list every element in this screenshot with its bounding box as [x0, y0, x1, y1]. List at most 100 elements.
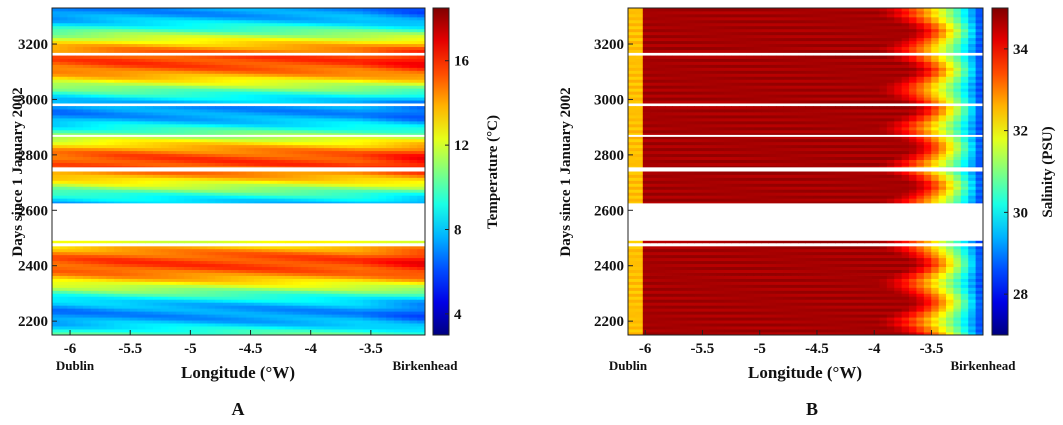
heatmap-cell: [340, 112, 348, 115]
heatmap-cell: [402, 276, 410, 279]
heatmap-cell: [176, 177, 184, 180]
heatmap-cell: [324, 130, 332, 133]
heatmap-cell: [293, 139, 301, 142]
heatmap-cell: [52, 317, 60, 320]
heatmap-cell: [215, 115, 223, 118]
heatmap-cell: [223, 88, 231, 91]
heatmap-cell: [332, 154, 340, 157]
heatmap-cell: [99, 317, 107, 320]
heatmap-cell: [161, 145, 169, 148]
heatmap-cell: [658, 323, 666, 326]
heatmap-cell: [363, 85, 371, 88]
heatmap-cell: [99, 299, 107, 302]
heatmap-cell: [402, 249, 410, 252]
heatmap-cell: [153, 139, 161, 142]
heatmap-cell: [207, 270, 215, 273]
heatmap-cell: [293, 109, 301, 112]
heatmap-cell: [308, 124, 316, 127]
heatmap-cell: [277, 195, 285, 198]
heatmap-cell: [106, 287, 114, 290]
heatmap-cell: [254, 329, 262, 332]
heatmap-cell: [176, 287, 184, 290]
heatmap-cell: [417, 287, 425, 290]
heatmap-cell: [378, 258, 386, 261]
heatmap-cell: [371, 186, 379, 189]
heatmap-cell: [231, 284, 239, 287]
heatmap-cell: [340, 14, 348, 17]
heatmap-cell: [285, 44, 293, 47]
heatmap-cell: [83, 299, 91, 302]
heatmap-cell: [687, 326, 695, 329]
heatmap-cell: [75, 157, 83, 160]
heatmap-cell: [91, 100, 99, 103]
heatmap-cell: [340, 76, 348, 79]
heatmap-cell: [347, 94, 355, 97]
heatmap-cell: [91, 267, 99, 270]
heatmap-cell: [417, 329, 425, 332]
heatmap-cell: [254, 142, 262, 145]
heatmap-cell: [176, 183, 184, 186]
heatmap-cell: [60, 317, 68, 320]
heatmap-cell: [709, 323, 717, 326]
heatmap-cell: [60, 59, 68, 62]
heatmap-cell: [378, 127, 386, 130]
heatmap-cell: [371, 17, 379, 20]
heatmap-cell: [231, 56, 239, 59]
heatmap-cell: [169, 59, 177, 62]
heatmap-cell: [355, 320, 363, 323]
heatmap-cell: [293, 296, 301, 299]
heatmap-cell: [857, 323, 865, 326]
heatmap-cell: [60, 302, 68, 305]
heatmap-cell: [402, 127, 410, 130]
heatmap-cell: [169, 91, 177, 94]
heatmap-cell: [114, 246, 122, 249]
heatmap-cell: [277, 145, 285, 148]
heatmap-cell: [68, 279, 76, 282]
heatmap-cell: [176, 67, 184, 70]
heatmap-cell: [262, 198, 270, 201]
heatmap-cell: [184, 261, 192, 264]
heatmap-cell: [301, 91, 309, 94]
heatmap-cell: [301, 174, 309, 177]
heatmap-cell: [909, 308, 917, 311]
heatmap-cell: [635, 311, 643, 314]
heatmap-cell: [394, 115, 402, 118]
heatmap-cell: [246, 151, 254, 154]
heatmap-cell: [231, 279, 239, 282]
heatmap-cell: [145, 26, 153, 29]
heatmap-cell: [60, 67, 68, 70]
heatmap-cell: [200, 85, 208, 88]
heatmap-cell: [200, 76, 208, 79]
heatmap-cell: [394, 267, 402, 270]
heatmap-cell: [355, 293, 363, 296]
heatmap-cell: [137, 279, 145, 282]
heatmap-cell: [909, 320, 917, 323]
heatmap-cell: [68, 70, 76, 73]
heatmap-cell: [301, 82, 309, 85]
heatmap-cell: [347, 47, 355, 50]
heatmap-cell: [122, 320, 130, 323]
heatmap-cell: [301, 118, 309, 121]
heatmap-cell: [68, 284, 76, 287]
heatmap-cell: [254, 279, 262, 282]
heatmap-cell: [402, 20, 410, 23]
heatmap-cell: [223, 64, 231, 67]
heatmap-cell: [924, 323, 932, 326]
heatmap-cell: [239, 296, 247, 299]
heatmap-cell: [301, 20, 309, 23]
heatmap-cell: [976, 317, 984, 320]
heatmap-cell: [114, 121, 122, 124]
heatmap-cell: [394, 50, 402, 53]
heatmap-cell: [192, 145, 200, 148]
heatmap-cell: [68, 115, 76, 118]
heatmap-cell: [231, 79, 239, 82]
heatmap-cell: [417, 59, 425, 62]
heatmap-cell: [324, 121, 332, 124]
heatmap-cell: [976, 314, 984, 317]
heatmap-cell: [687, 308, 695, 311]
heatmap-cell: [363, 148, 371, 151]
heatmap-cell: [872, 329, 880, 332]
heatmap-cell: [239, 273, 247, 276]
heatmap-cell: [293, 287, 301, 290]
heatmap-cell: [239, 287, 247, 290]
